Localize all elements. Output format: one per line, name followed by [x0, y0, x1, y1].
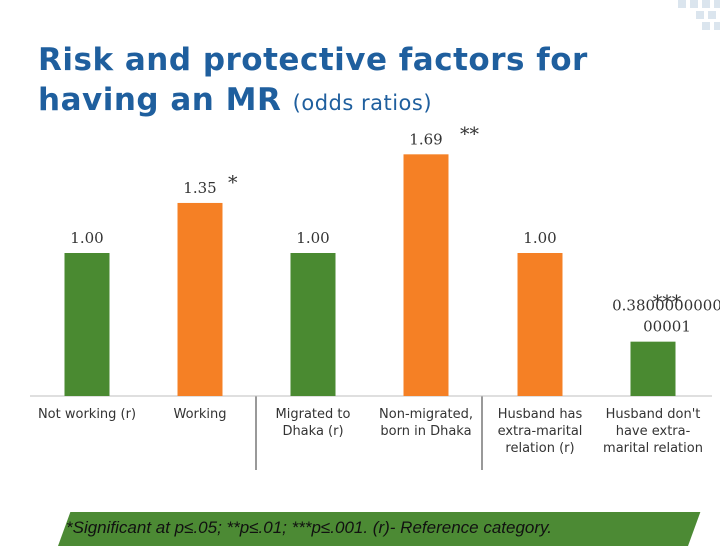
bar-series — [64, 154, 676, 396]
bar-4 — [403, 154, 449, 396]
significance-4: ** — [460, 123, 480, 145]
page-title: Risk and protective factors for having a… — [38, 40, 720, 123]
data-labels: 1.00 1.35 * 1.00 1.69 ** 1.00 0.3800000000 00001… — [70, 123, 720, 335]
data-label-6: 0.3800000000 00001 — [612, 297, 720, 336]
category-label-4: Non-migrated, born in Dhaka — [379, 407, 473, 439]
group-dividers — [30, 395, 712, 470]
data-label-4: 1.69 — [409, 130, 442, 148]
category-labels: Not working (r) Working Migrated to Dhaka (… — [38, 407, 703, 456]
data-label-2: 1.35 — [183, 179, 216, 197]
significance-2: * — [228, 172, 238, 194]
bar-3 — [290, 253, 336, 396]
title-sub: (odds ratios) — [292, 91, 433, 115]
significance-6: *** — [653, 292, 682, 314]
category-label-6: Husband don't have extra-marital relation — [603, 407, 703, 456]
bar-5 — [517, 253, 563, 396]
category-label-3: Migrated to Dhaka (r) — [276, 407, 351, 439]
footnote: *Significant at p≤.05; **p≤.01; ***p≤.00… — [66, 518, 552, 537]
category-label-5: Husband has extra-marital relation (r) — [498, 407, 583, 456]
bar-1 — [64, 253, 110, 396]
category-label-1: Not working (r) — [38, 407, 136, 422]
data-label-1: 1.00 — [70, 229, 103, 247]
data-label-5: 1.00 — [523, 229, 556, 247]
data-label-3: 1.00 — [296, 229, 329, 247]
bar-6 — [630, 341, 676, 396]
title-main: Risk and protective factors for having a… — [38, 42, 588, 118]
category-label-2: Working — [173, 407, 226, 422]
corner-pattern-icon — [678, 0, 720, 30]
bar-2 — [177, 202, 223, 396]
